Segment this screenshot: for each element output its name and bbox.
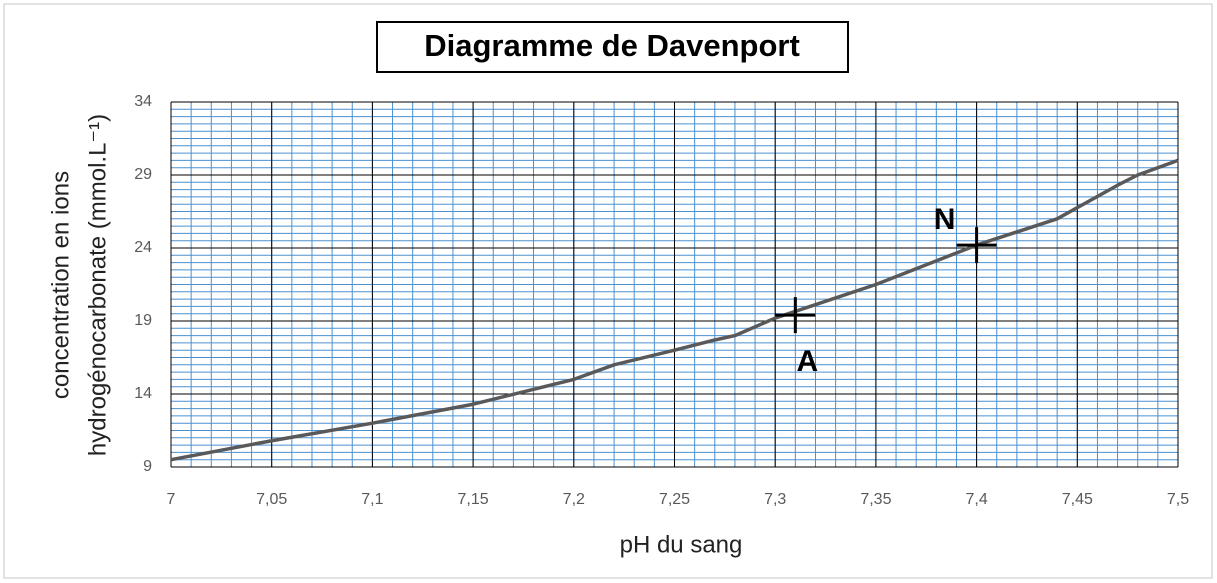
- y-axis-label: concentration en ions: [47, 171, 74, 399]
- y-tick-label: 34: [134, 93, 152, 110]
- x-tick-label: 7,2: [563, 491, 585, 508]
- x-tick-label: 7,35: [860, 491, 891, 508]
- x-tick-label: 7,25: [659, 491, 690, 508]
- point-cross: [775, 297, 816, 334]
- title-box: [376, 21, 849, 73]
- x-tick-label: 7,05: [256, 491, 287, 508]
- x-tick-label: 7,15: [458, 491, 489, 508]
- x-axis-label: pH du sang: [620, 531, 743, 558]
- chart-title: Diagramme de Davenport: [424, 28, 800, 63]
- y-tick-label: 19: [134, 312, 152, 329]
- point-label: N: [934, 203, 956, 236]
- x-tick-label: 7,1: [361, 491, 383, 508]
- point-label: A: [797, 345, 819, 378]
- point-cross: [956, 227, 997, 264]
- x-tick-label: 7,4: [965, 491, 987, 508]
- y-tick-label: 9: [143, 458, 152, 475]
- data-line: [170, 158, 1179, 462]
- y-tick-label: 24: [134, 239, 152, 256]
- y-axis-label: hydrogénocarbonate (mmol.L⁻¹): [84, 114, 111, 456]
- x-tick-label: 7: [167, 491, 176, 508]
- y-tick-label: 14: [134, 385, 152, 402]
- x-tick-label: 7,3: [764, 491, 786, 508]
- x-tick-label: 7,5: [1167, 491, 1189, 508]
- x-tick-label: 7,45: [1062, 491, 1093, 508]
- y-tick-label: 29: [134, 166, 152, 183]
